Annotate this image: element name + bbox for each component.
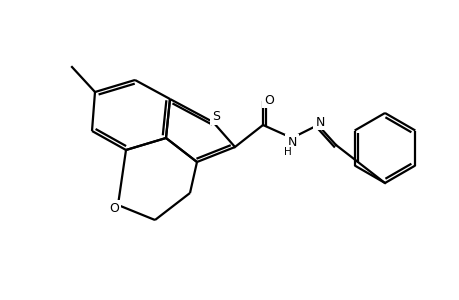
Text: S: S: [212, 110, 219, 124]
Text: H: H: [284, 147, 291, 157]
Text: O: O: [263, 94, 274, 106]
Text: O: O: [109, 202, 119, 214]
Text: N: N: [287, 136, 296, 148]
Text: N: N: [314, 116, 324, 128]
